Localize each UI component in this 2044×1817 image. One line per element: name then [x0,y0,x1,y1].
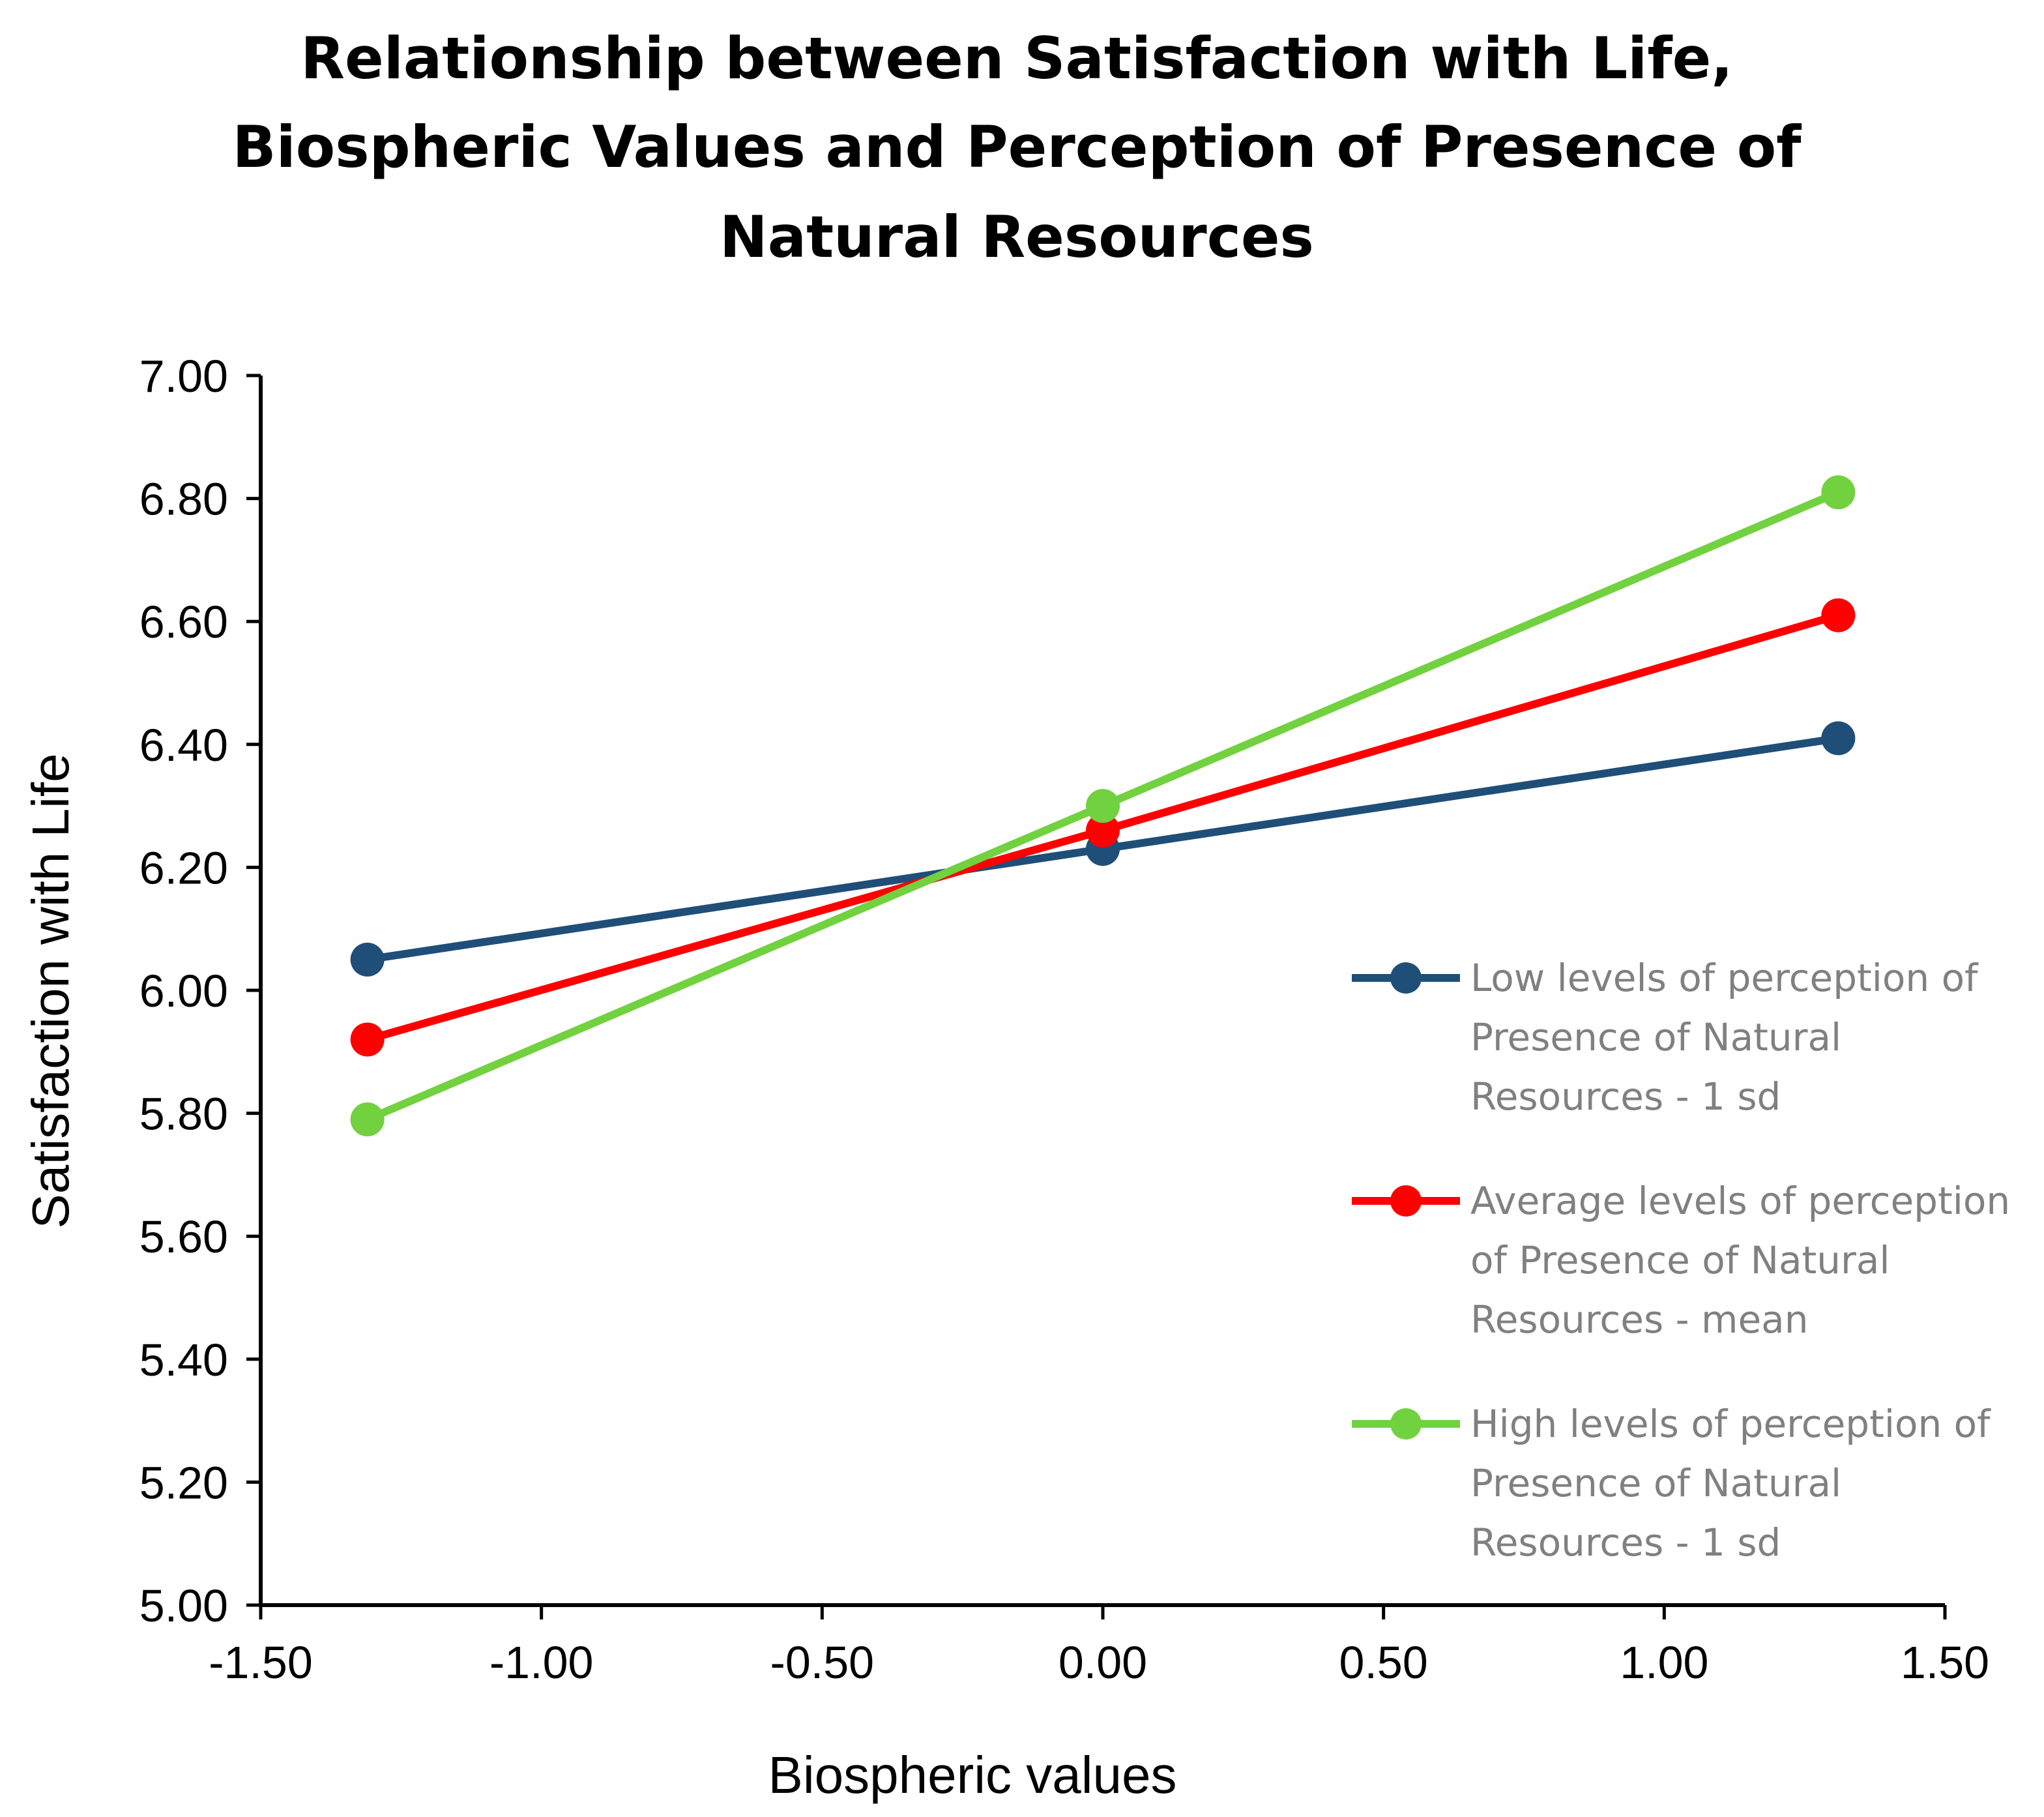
y-axis-ticks: 7.00 6.80 6.60 6.40 6.20 6.00 5.80 5.60 5.40 5.20… [139,351,261,1631]
data-point [1821,475,1856,510]
y-tick-label: 6.60 [139,597,228,647]
legend: Low levels of perception of Presence of N… [1352,956,2010,1565]
data-point [350,1102,385,1137]
data-point [1086,789,1120,823]
x-axis-ticks: -1.50 -1.00 -0.50 0.00 0.50 1.00 1.50 [209,1605,1989,1688]
y-tick-label: 5.60 [139,1211,228,1262]
legend-swatch-marker [1390,1408,1422,1440]
chart-title-line-2: Biospheric Values and Perception of Pres… [233,113,1803,181]
data-point [350,1022,385,1057]
series-1 [350,598,1856,1057]
x-tick-label: 1.00 [1620,1637,1708,1688]
y-tick-label: 5.40 [139,1335,228,1385]
data-point [350,942,385,977]
legend-label-line: Average levels of perception [1470,1179,2010,1223]
y-tick-label: 6.40 [139,720,228,771]
x-axis-title: Biospheric values [768,1746,1177,1804]
legend-label-line: Resources - 1 sd [1470,1520,1781,1565]
legend-item-1: Average levels of perception of Presence … [1352,1179,2010,1342]
series-0 [350,721,1856,977]
series-layer [350,475,1856,1137]
legend-label-line: of Presence of Natural [1470,1238,1890,1282]
y-tick-label: 6.20 [139,842,228,893]
chart-title-line-3: Natural Resources [720,203,1314,271]
legend-item-2: High levels of perception of Presence of … [1352,1402,1991,1565]
data-point [1821,598,1856,632]
legend-label-line: Presence of Natural [1470,1015,1841,1059]
legend-label-line: High levels of perception of [1470,1402,1991,1446]
x-tick-label: -0.50 [770,1637,875,1688]
legend-swatch-marker [1390,962,1422,994]
data-point [1086,813,1120,848]
y-tick-label: 5.00 [139,1580,228,1631]
y-axis-title: Satisfaction with Life [22,753,80,1228]
series-2 [350,475,1856,1137]
legend-label-line: Presence of Natural [1470,1461,1841,1505]
y-tick-label: 7.00 [139,351,228,402]
chart-title-line-1: Relationship between Satisfaction with L… [300,25,1732,92]
y-tick-label: 6.80 [139,474,228,525]
x-tick-label: -1.50 [209,1637,313,1688]
y-tick-label: 5.20 [139,1457,228,1508]
data-point [1821,721,1856,756]
legend-item-0: Low levels of perception of Presence of N… [1352,956,1979,1119]
legend-swatch-marker [1390,1185,1422,1217]
legend-label-line: Resources - 1 sd [1470,1074,1781,1119]
legend-label-line: Resources - mean [1470,1297,1809,1342]
x-tick-label: 1.50 [1901,1637,1989,1688]
x-tick-label: 0.00 [1058,1637,1147,1688]
legend-label-line: Low levels of perception of [1470,956,1979,1000]
x-tick-label: 0.50 [1339,1637,1428,1688]
y-tick-label: 6.00 [139,966,228,1016]
y-tick-label: 5.80 [139,1089,228,1140]
x-tick-label: -1.00 [489,1637,594,1688]
